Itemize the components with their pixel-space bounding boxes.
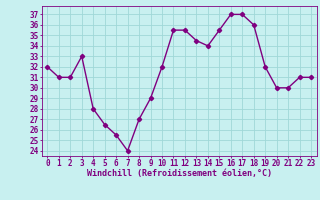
X-axis label: Windchill (Refroidissement éolien,°C): Windchill (Refroidissement éolien,°C) bbox=[87, 169, 272, 178]
